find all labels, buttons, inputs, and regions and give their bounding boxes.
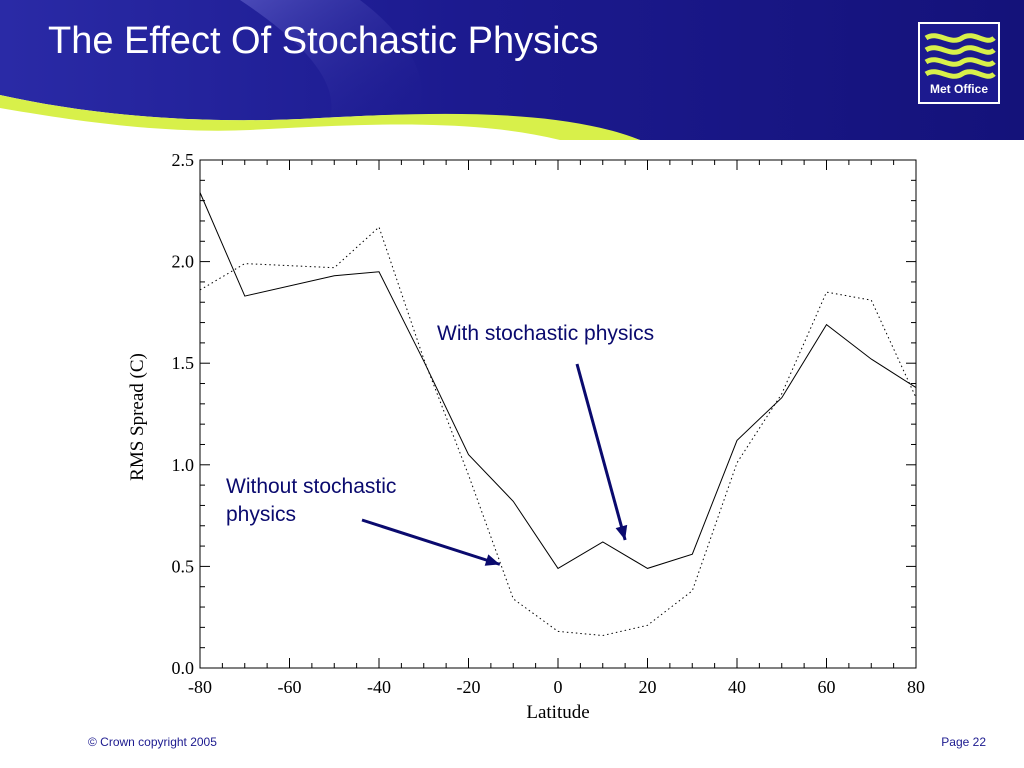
y-tick-label: 0.0: [172, 658, 195, 678]
slide-header: The Effect Of Stochastic Physics Met Off…: [0, 0, 1024, 140]
axis-ticks: [199, 159, 917, 669]
logo-text: Met Office: [929, 82, 988, 96]
copyright-footer: © Crown copyright 2005: [88, 735, 217, 749]
page-number: Page 22: [941, 735, 986, 749]
y-tick-label: 2.0: [172, 252, 195, 272]
y-tick-label: 1.0: [172, 455, 195, 475]
series-line-dotted: [199, 226, 917, 637]
annotation-arrows: [361, 363, 628, 566]
y-axis-title: RMS Spread (C): [127, 353, 148, 481]
annotation-without-stochastic: Without stochastic physics: [226, 475, 397, 526]
annotation-arrow: [361, 518, 501, 566]
y-tick-labels: 0.0 0.5 1.0 1.5 2.0 2.5: [172, 150, 195, 678]
y-tick-label: 2.5: [172, 150, 195, 170]
y-tick-label: 1.5: [172, 353, 195, 373]
series-group: [199, 192, 917, 637]
annotation-arrow: [575, 363, 627, 541]
slide-title: The Effect Of Stochastic Physics: [48, 20, 599, 62]
x-tick-label: -20: [457, 677, 481, 697]
wave-icon: [924, 33, 996, 79]
y-tick-label: 0.5: [172, 556, 195, 576]
x-tick-label: -80: [188, 677, 212, 697]
arrow-head-icon: [484, 554, 500, 566]
green-swoosh: [0, 95, 640, 140]
x-tick-label: 0: [554, 677, 563, 697]
plot-frame: [199, 159, 917, 669]
arrow-head-icon: [615, 524, 628, 540]
x-tick-label: 40: [728, 677, 746, 697]
header-background: [0, 0, 1024, 140]
annotation-with-stochastic: With stochastic physics: [437, 322, 655, 345]
x-tick-label: 80: [907, 677, 925, 697]
x-tick-label: 20: [639, 677, 657, 697]
series-line-solid: [199, 192, 917, 570]
x-tick-label: 60: [818, 677, 836, 697]
x-tick-label: -60: [278, 677, 302, 697]
x-axis-title: Latitude: [526, 702, 589, 723]
met-office-logo: Met Office: [918, 22, 1000, 104]
x-tick-label: -40: [367, 677, 391, 697]
x-tick-labels: -80 -60 -40 -20 0 20 40 60 80: [188, 677, 925, 697]
